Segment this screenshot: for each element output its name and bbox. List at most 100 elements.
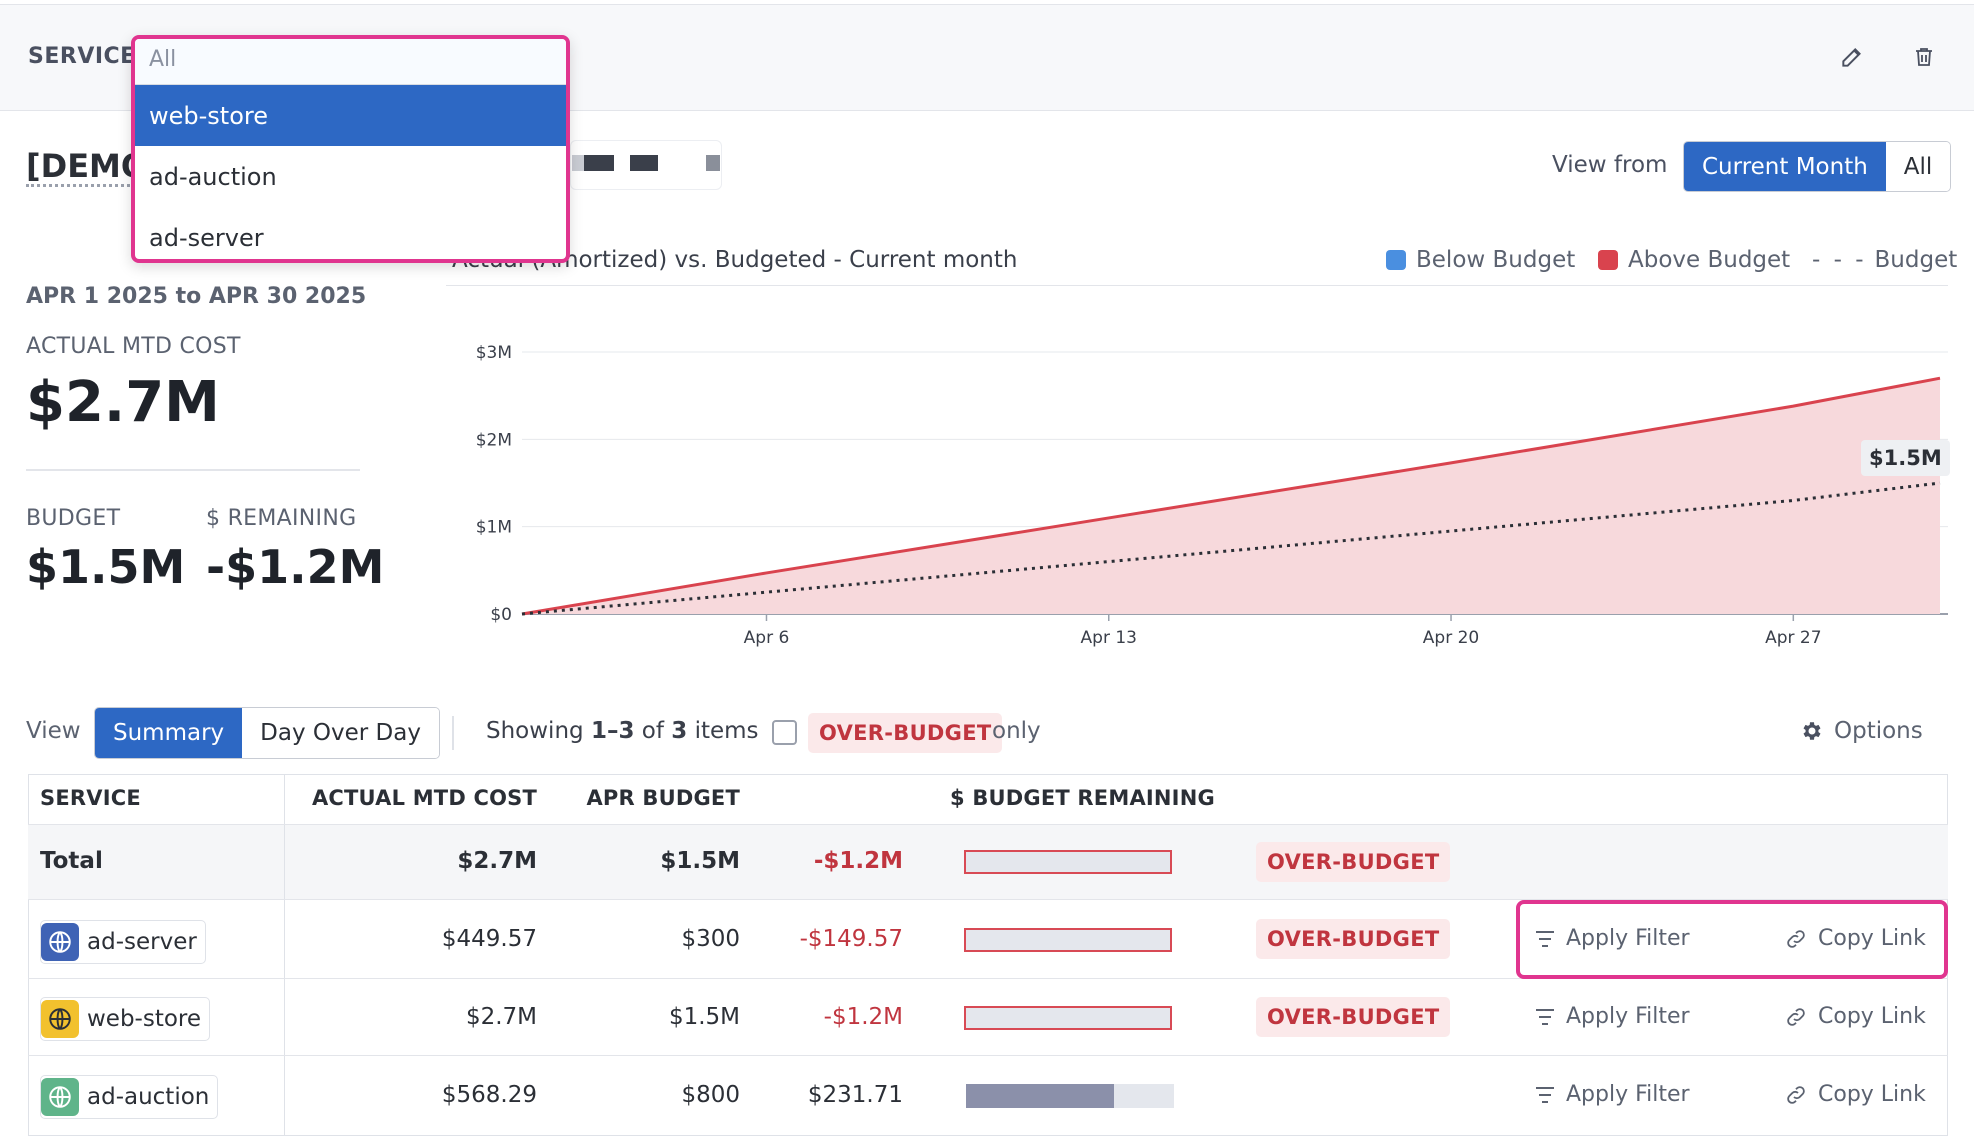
status-badge: OVER-BUDGET bbox=[1256, 842, 1451, 882]
divider bbox=[26, 469, 360, 471]
copy-link-label: Copy Link bbox=[1818, 926, 1926, 951]
service-dropdown[interactable]: All web-store ad-auction ad-server bbox=[131, 35, 570, 263]
row-remaining: -$149.57 bbox=[799, 926, 903, 952]
row-divider bbox=[28, 1055, 1948, 1056]
above-budget-area bbox=[522, 378, 1940, 614]
service-name: ad-server bbox=[87, 929, 197, 955]
showing-range: 1–3 bbox=[590, 718, 635, 744]
tab-summary[interactable]: Summary bbox=[95, 708, 243, 758]
copy-link-label: Copy Link bbox=[1818, 1082, 1926, 1107]
header-budget[interactable]: APR BUDGET bbox=[586, 786, 740, 810]
apply-filter-button[interactable]: Apply Filter bbox=[1534, 1082, 1690, 1107]
redacted-block bbox=[584, 155, 614, 171]
copy-link-button[interactable]: Copy Link bbox=[1784, 1004, 1926, 1029]
row-actual: $568.29 bbox=[441, 1082, 537, 1108]
header-remaining[interactable]: $ BUDGET REMAINING bbox=[950, 786, 1215, 810]
header-actual[interactable]: ACTUAL MTD COST bbox=[311, 786, 537, 810]
showing-of: of bbox=[641, 718, 664, 744]
column-divider bbox=[284, 774, 285, 1136]
service-tag-web-store[interactable]: web-store bbox=[40, 997, 211, 1041]
view-from-label: View from bbox=[1552, 152, 1668, 178]
globe-icon bbox=[41, 1078, 79, 1116]
legend-above-budget[interactable]: Above Budget bbox=[1598, 247, 1790, 273]
service-tag-ad-auction[interactable]: ad-auction bbox=[40, 1075, 219, 1119]
header-service[interactable]: SERVICE bbox=[40, 786, 141, 810]
legend-below-budget[interactable]: Below Budget bbox=[1386, 247, 1575, 273]
view-from-current-month[interactable]: Current Month bbox=[1684, 142, 1886, 191]
budget-progress-bar bbox=[966, 1084, 1174, 1108]
showing-count: Showing 1–3 of 3 items bbox=[486, 718, 759, 744]
y-tick-label: $1M bbox=[476, 518, 512, 538]
apply-filter-button[interactable]: Apply Filter bbox=[1534, 926, 1690, 951]
actual-cost-value: $2.7M bbox=[26, 370, 220, 435]
service-filter-label: SERVICE bbox=[28, 44, 136, 69]
row-actual: $2.7M bbox=[465, 1004, 537, 1030]
row-budget: $300 bbox=[681, 926, 740, 952]
apply-filter-label: Apply Filter bbox=[1566, 1082, 1690, 1107]
copy-link-button[interactable]: Copy Link bbox=[1784, 926, 1926, 951]
view-from-all[interactable]: All bbox=[1885, 142, 1951, 191]
dropdown-option-ad-server[interactable]: ad-server bbox=[149, 223, 264, 252]
apply-filter-label: Apply Filter bbox=[1566, 1004, 1690, 1029]
legend-dash-icon: - - - bbox=[1812, 247, 1867, 273]
status-badge: OVER-BUDGET bbox=[1256, 997, 1451, 1037]
page-title[interactable]: [DEMO bbox=[26, 147, 149, 187]
actual-cost-label: ACTUAL MTD COST bbox=[26, 334, 241, 359]
budget-value: $1.5M bbox=[26, 540, 186, 594]
remaining-value: -$1.2M bbox=[206, 540, 385, 594]
link-icon bbox=[1787, 1007, 1805, 1026]
dropdown-option-ad-auction[interactable]: ad-auction bbox=[149, 162, 277, 191]
actual-cost-line bbox=[521, 376, 1941, 616]
copy-link-label: Copy Link bbox=[1818, 1004, 1926, 1029]
budget-progress-bar bbox=[964, 1006, 1172, 1030]
status-badge: OVER-BUDGET bbox=[1256, 919, 1451, 959]
total-actual: $2.7M bbox=[457, 848, 537, 874]
over-budget-filter-badge: OVER-BUDGET bbox=[808, 713, 1003, 753]
globe-icon bbox=[41, 923, 79, 961]
options-label: Options bbox=[1834, 718, 1923, 744]
over-budget-only-checkbox[interactable] bbox=[772, 720, 797, 745]
total-budget: $1.5M bbox=[660, 848, 740, 874]
budget-progress-bar bbox=[964, 850, 1172, 874]
view-from-toggle: Current Month All bbox=[1683, 141, 1952, 192]
service-tag-ad-server[interactable]: ad-server bbox=[40, 920, 206, 964]
apply-filter-button[interactable]: Apply Filter bbox=[1534, 1004, 1690, 1029]
edit-icon[interactable] bbox=[1832, 37, 1872, 77]
row-remaining: -$1.2M bbox=[823, 1004, 903, 1030]
x-tick-label: Apr 13 bbox=[1081, 628, 1137, 648]
service-search-input[interactable]: All bbox=[135, 39, 566, 85]
copy-link-button[interactable]: Copy Link bbox=[1784, 1082, 1926, 1107]
dropdown-option-web-store[interactable]: web-store bbox=[135, 85, 566, 146]
globe-icon bbox=[41, 1000, 79, 1038]
gear-icon bbox=[1803, 722, 1821, 740]
x-tick-label: Apr 6 bbox=[744, 628, 790, 648]
y-tick-label: $3M bbox=[476, 343, 512, 363]
row-actual: $449.57 bbox=[441, 926, 537, 952]
date-range: APR 1 2025 to APR 30 2025 bbox=[26, 284, 367, 309]
row-budget: $1.5M bbox=[668, 1004, 740, 1030]
legend-label: Budget bbox=[1874, 247, 1958, 273]
x-tick-label: Apr 27 bbox=[1765, 628, 1821, 648]
budget-line bbox=[521, 481, 1941, 616]
filter-icon bbox=[1536, 930, 1554, 947]
cost-chart: $0 $1M $2M $3M Apr 6 Apr 13 Apr 20 Apr 27 bbox=[476, 343, 1948, 648]
x-tick-label: Apr 20 bbox=[1423, 628, 1479, 648]
legend-budget[interactable]: - - - Budget bbox=[1812, 247, 1957, 273]
link-icon bbox=[1787, 1085, 1805, 1104]
options-button[interactable]: Options bbox=[1800, 718, 1923, 744]
row-remaining: $231.71 bbox=[807, 1082, 903, 1108]
y-tick-label: $2M bbox=[476, 430, 512, 450]
row-divider bbox=[28, 899, 1948, 900]
trash-icon[interactable] bbox=[1904, 37, 1944, 77]
redacted-block bbox=[706, 155, 720, 171]
highlight-box bbox=[1516, 900, 1948, 979]
chart-header-divider bbox=[446, 285, 1948, 286]
apply-filter-label: Apply Filter bbox=[1566, 926, 1690, 951]
remaining-label: $ REMAINING bbox=[206, 506, 357, 531]
view-label: View bbox=[26, 718, 81, 744]
legend-label: Above Budget bbox=[1628, 247, 1791, 273]
legend-swatch-red bbox=[1598, 250, 1618, 270]
tab-day-over-day[interactable]: Day Over Day bbox=[242, 708, 439, 758]
row-budget: $800 bbox=[681, 1082, 740, 1108]
row-divider bbox=[28, 824, 1948, 825]
